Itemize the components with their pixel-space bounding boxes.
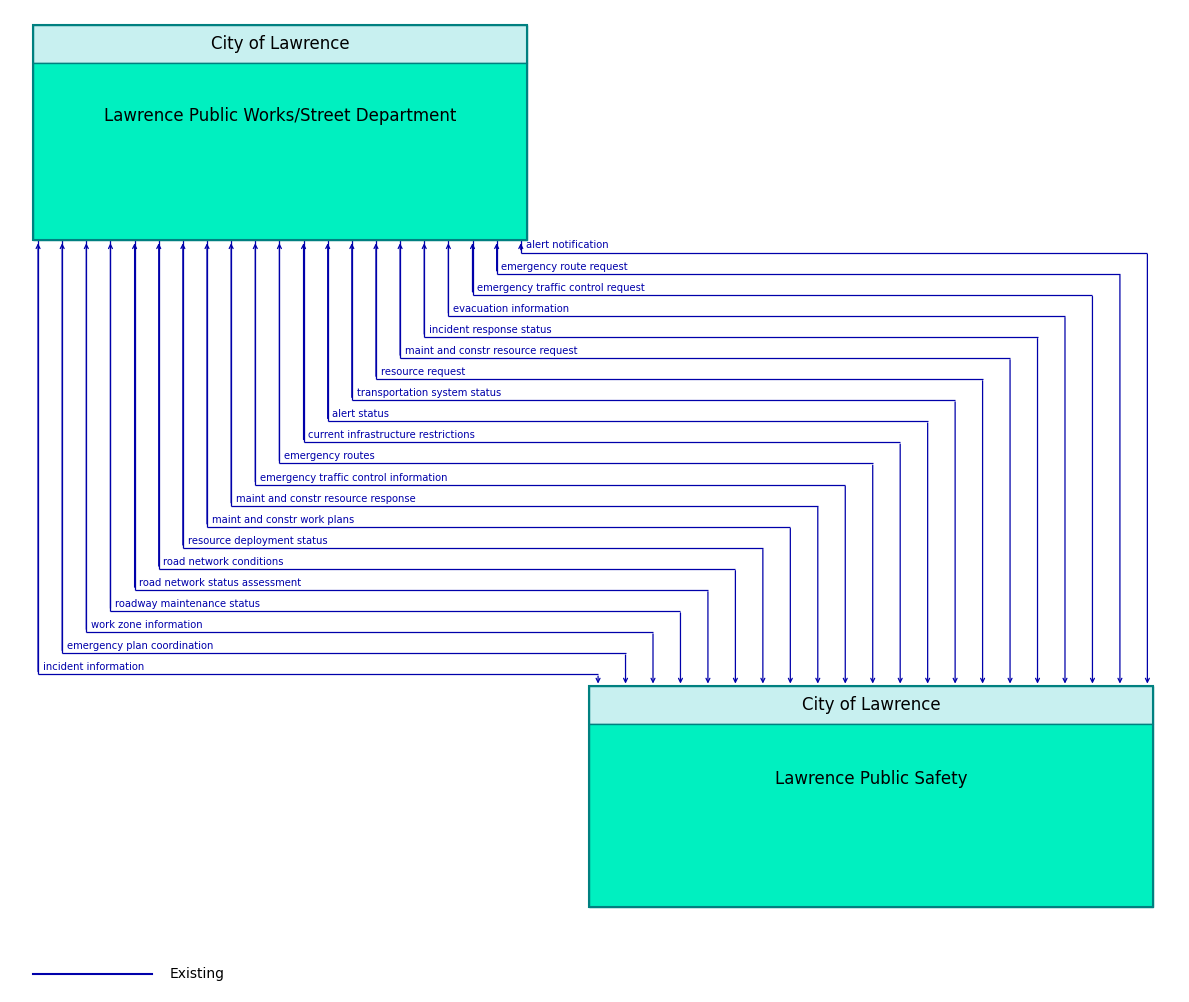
Text: Lawrence Public Works/Street Department: Lawrence Public Works/Street Department [103,107,457,125]
Bar [33,63,527,240]
Text: transportation system status: transportation system status [357,388,501,398]
Text: emergency route request: emergency route request [502,262,628,272]
Text: emergency traffic control information: emergency traffic control information [260,473,447,483]
Text: Existing: Existing [170,967,225,981]
Bar [589,724,1153,907]
Text: City of Lawrence: City of Lawrence [801,696,940,714]
Text: emergency traffic control request: emergency traffic control request [477,283,644,293]
Text: City of Lawrence: City of Lawrence [210,35,350,53]
Text: emergency routes: emergency routes [284,452,375,462]
Text: maint and constr resource response: maint and constr resource response [235,494,416,504]
Text: road network status assessment: road network status assessment [139,578,302,588]
Bar [33,25,527,63]
Text: Lawrence Public Safety: Lawrence Public Safety [775,771,967,789]
Text: evacuation information: evacuation information [453,304,570,314]
Text: road network conditions: road network conditions [163,557,284,567]
Text: alert status: alert status [333,409,390,419]
Text: current infrastructure restrictions: current infrastructure restrictions [308,430,476,440]
Bar [589,686,1153,907]
Text: emergency plan coordination: emergency plan coordination [67,641,213,651]
Text: resource request: resource request [380,367,465,377]
Text: alert notification: alert notification [526,240,608,250]
Text: resource deployment status: resource deployment status [188,536,327,546]
Text: incident information: incident information [43,662,144,672]
Text: maint and constr work plans: maint and constr work plans [212,515,354,525]
Text: roadway maintenance status: roadway maintenance status [115,599,260,609]
Bar [589,686,1153,724]
Text: incident response status: incident response status [429,325,552,335]
Bar [33,25,527,240]
Text: work zone information: work zone information [92,620,202,630]
Text: maint and constr resource request: maint and constr resource request [404,346,578,356]
